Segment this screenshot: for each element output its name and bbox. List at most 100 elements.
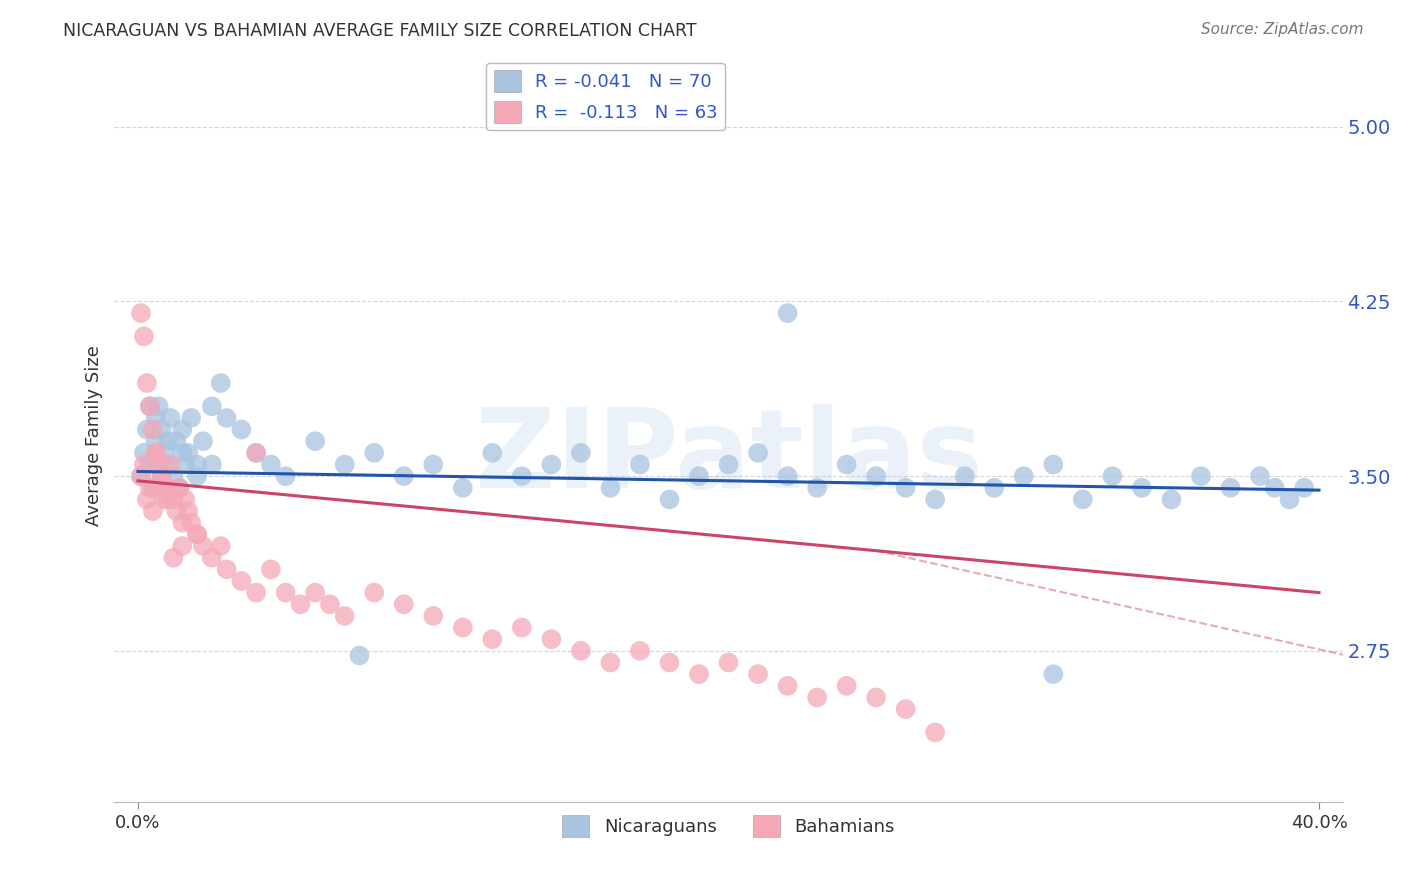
Point xyxy=(145,434,167,449)
Point xyxy=(245,446,267,460)
Point xyxy=(451,481,474,495)
Point xyxy=(865,469,887,483)
Point xyxy=(1189,469,1212,483)
Point xyxy=(776,306,799,320)
Point xyxy=(540,458,562,472)
Y-axis label: Average Family Size: Average Family Size xyxy=(86,345,103,525)
Point xyxy=(132,458,155,472)
Point xyxy=(569,446,592,460)
Point xyxy=(153,446,176,460)
Point xyxy=(245,446,267,460)
Text: Source: ZipAtlas.com: Source: ZipAtlas.com xyxy=(1201,22,1364,37)
Point xyxy=(156,492,179,507)
Point xyxy=(835,679,858,693)
Point xyxy=(172,539,194,553)
Point xyxy=(688,469,710,483)
Point xyxy=(139,458,162,472)
Point xyxy=(1071,492,1094,507)
Point xyxy=(333,608,356,623)
Point xyxy=(1101,469,1123,483)
Point xyxy=(1294,481,1316,495)
Point xyxy=(174,492,197,507)
Point xyxy=(148,458,170,472)
Legend: Nicaraguans, Bahamians: Nicaraguans, Bahamians xyxy=(555,808,903,845)
Point xyxy=(260,562,283,576)
Point xyxy=(1219,481,1241,495)
Point xyxy=(806,690,828,705)
Point xyxy=(162,550,184,565)
Point xyxy=(186,527,208,541)
Point xyxy=(628,458,651,472)
Point xyxy=(172,516,194,530)
Point xyxy=(481,446,503,460)
Point xyxy=(349,648,371,663)
Point xyxy=(628,644,651,658)
Point xyxy=(172,423,194,437)
Point xyxy=(983,481,1005,495)
Point xyxy=(135,423,157,437)
Point xyxy=(1042,458,1064,472)
Point xyxy=(191,434,214,449)
Point xyxy=(599,656,621,670)
Point xyxy=(150,469,173,483)
Point xyxy=(1042,667,1064,681)
Point xyxy=(174,458,197,472)
Point xyxy=(201,458,224,472)
Point xyxy=(132,329,155,343)
Point xyxy=(274,469,297,483)
Point xyxy=(953,469,976,483)
Point xyxy=(129,469,152,483)
Point xyxy=(451,621,474,635)
Point xyxy=(231,574,253,588)
Point xyxy=(169,481,191,495)
Point xyxy=(865,690,887,705)
Point xyxy=(142,504,165,518)
Point xyxy=(159,411,181,425)
Point xyxy=(145,446,167,460)
Point xyxy=(363,585,385,599)
Point xyxy=(569,644,592,658)
Point xyxy=(139,481,162,495)
Point xyxy=(172,446,194,460)
Point xyxy=(319,597,342,611)
Point xyxy=(1249,469,1271,483)
Point xyxy=(540,632,562,647)
Point xyxy=(1130,481,1153,495)
Point xyxy=(422,458,444,472)
Point xyxy=(132,446,155,460)
Point xyxy=(245,585,267,599)
Point xyxy=(1160,492,1182,507)
Point xyxy=(177,446,200,460)
Point xyxy=(835,458,858,472)
Point xyxy=(215,562,238,576)
Point xyxy=(156,458,179,472)
Point xyxy=(150,423,173,437)
Point xyxy=(1264,481,1286,495)
Point xyxy=(274,585,297,599)
Point xyxy=(392,469,415,483)
Text: NICARAGUAN VS BAHAMIAN AVERAGE FAMILY SIZE CORRELATION CHART: NICARAGUAN VS BAHAMIAN AVERAGE FAMILY SI… xyxy=(63,22,697,40)
Point xyxy=(747,446,769,460)
Point xyxy=(658,656,681,670)
Point xyxy=(1278,492,1301,507)
Point xyxy=(145,411,167,425)
Point xyxy=(717,656,740,670)
Point xyxy=(231,423,253,437)
Point xyxy=(150,469,173,483)
Point xyxy=(142,423,165,437)
Point xyxy=(304,585,326,599)
Point xyxy=(135,492,157,507)
Point xyxy=(747,667,769,681)
Point xyxy=(209,376,232,390)
Point xyxy=(717,458,740,472)
Point xyxy=(392,597,415,611)
Point xyxy=(186,458,208,472)
Point xyxy=(924,492,946,507)
Point xyxy=(153,492,176,507)
Point xyxy=(162,469,184,483)
Point xyxy=(510,469,533,483)
Point xyxy=(260,458,283,472)
Point xyxy=(333,458,356,472)
Point xyxy=(481,632,503,647)
Point xyxy=(186,527,208,541)
